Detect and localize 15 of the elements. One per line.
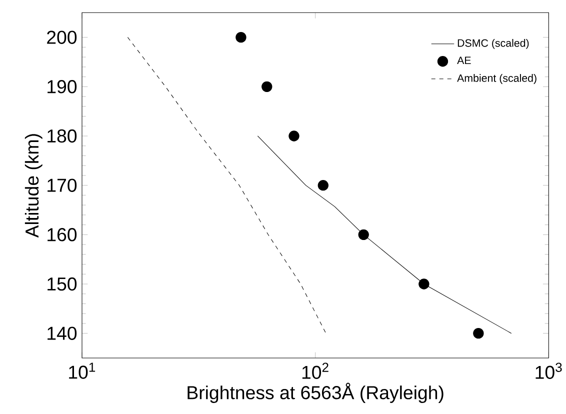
y-tick-label: 200 xyxy=(47,30,77,44)
legend-label: AE xyxy=(457,56,471,64)
y-tick-label: 190 xyxy=(48,80,77,94)
y-tick-label: 170 xyxy=(48,178,77,192)
y-tick-label: 140 xyxy=(48,326,77,340)
x-tick-label: 10$^{2}$ xyxy=(302,362,328,379)
x-tick-label: 10$^{1}$ xyxy=(69,362,96,379)
legend-label: Ambient (scaled) xyxy=(457,74,536,84)
y-tick-label: 160 xyxy=(48,228,77,242)
x-tick-label: 10$^{3}$ xyxy=(536,362,562,379)
legend-label: DSMC (scaled) xyxy=(458,38,529,49)
y-axis-title: Altitude (km) xyxy=(24,134,42,238)
x-axis-title: Brightness at 6563Å (Rayleigh) xyxy=(188,382,444,403)
y-tick-label: 180 xyxy=(48,129,77,143)
y-tick-label: 150 xyxy=(48,277,77,291)
